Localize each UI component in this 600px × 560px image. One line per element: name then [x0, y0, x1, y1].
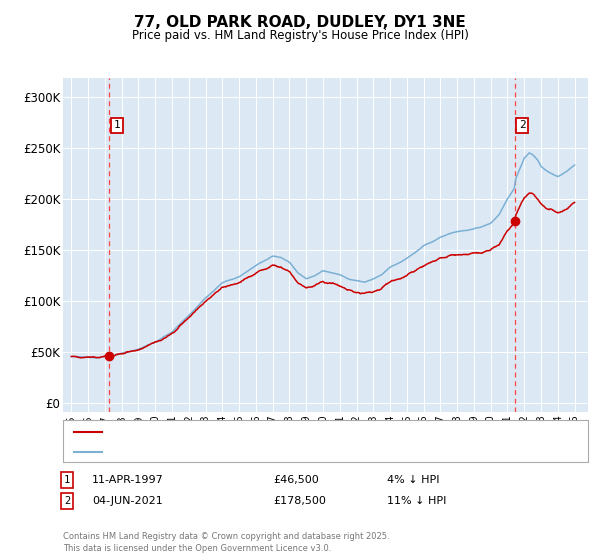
Text: 77, OLD PARK ROAD, DUDLEY, DY1 3NE (semi-detached house): 77, OLD PARK ROAD, DUDLEY, DY1 3NE (semi… [107, 427, 436, 437]
Text: 11% ↓ HPI: 11% ↓ HPI [387, 496, 446, 506]
Text: 04-JUN-2021: 04-JUN-2021 [92, 496, 163, 506]
Text: Contains HM Land Registry data © Crown copyright and database right 2025.
This d: Contains HM Land Registry data © Crown c… [63, 533, 389, 553]
Text: 2: 2 [64, 496, 70, 506]
Text: 1: 1 [113, 120, 121, 130]
Text: HPI: Average price, semi-detached house, Dudley: HPI: Average price, semi-detached house,… [107, 446, 365, 456]
Text: 1: 1 [64, 475, 70, 485]
Text: 4% ↓ HPI: 4% ↓ HPI [387, 475, 439, 485]
Text: 77, OLD PARK ROAD, DUDLEY, DY1 3NE: 77, OLD PARK ROAD, DUDLEY, DY1 3NE [134, 15, 466, 30]
Text: £46,500: £46,500 [273, 475, 319, 485]
Text: 11-APR-1997: 11-APR-1997 [92, 475, 164, 485]
Text: 2: 2 [519, 120, 526, 130]
Text: £178,500: £178,500 [273, 496, 326, 506]
Text: Price paid vs. HM Land Registry's House Price Index (HPI): Price paid vs. HM Land Registry's House … [131, 29, 469, 42]
